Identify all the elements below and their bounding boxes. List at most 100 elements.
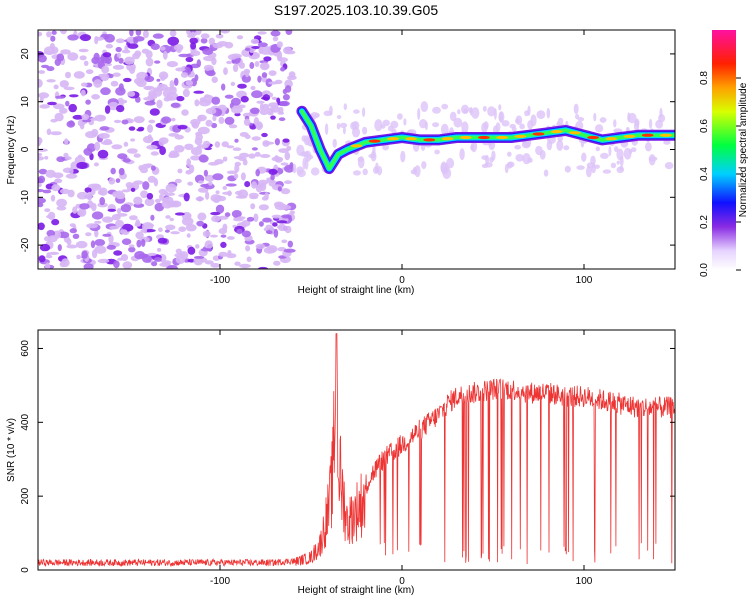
noise-blob (250, 107, 260, 115)
noise-blob (176, 95, 185, 102)
noise-blob (200, 33, 210, 39)
spectrogram-xtick-label: 0 (399, 275, 405, 286)
noise-blob (175, 255, 186, 264)
noise-blob (122, 158, 131, 163)
noise-blob (123, 141, 129, 147)
noise-blob (38, 182, 42, 188)
ridge-halo (616, 160, 620, 165)
colorbar-label: Normalized spectral amplitude (738, 82, 749, 217)
noise-blob (123, 77, 132, 83)
noise-blob (250, 38, 260, 44)
noise-blob (150, 214, 155, 221)
noise-blob (233, 173, 239, 179)
noise-blob (190, 118, 201, 126)
ridge-halo (608, 146, 612, 157)
noise-blob (217, 215, 229, 220)
noise-blob (102, 52, 112, 58)
noise-blob (112, 72, 121, 77)
noise-blob (85, 131, 98, 139)
noise-blob (158, 188, 167, 195)
noise-blob (183, 192, 190, 202)
noise-blob (143, 225, 148, 234)
noise-blob (261, 72, 268, 78)
noise-blob (116, 213, 128, 217)
noise-blob (276, 41, 283, 48)
noise-blob (38, 137, 42, 146)
noise-blob (130, 138, 136, 142)
noise-blob (280, 66, 286, 72)
noise-blob (76, 161, 88, 170)
noise-blob (59, 107, 68, 114)
noise-blob (156, 99, 163, 109)
noise-blob (126, 148, 138, 154)
snr-y-label: SNR (10 * v/v) (6, 418, 17, 482)
noise-blob (94, 220, 102, 224)
noise-blob (57, 244, 62, 252)
ridge-halo (353, 109, 360, 114)
noise-blob (240, 172, 246, 181)
noise-blob (242, 159, 248, 166)
ridge-halo (336, 122, 341, 130)
ridge-halo (645, 142, 652, 152)
ridge-halo (613, 128, 623, 133)
ridge-halo (595, 124, 604, 133)
noise-blob (102, 216, 114, 223)
ridge-halo (303, 135, 310, 146)
noise-blob (190, 50, 201, 57)
noise-blob (231, 106, 243, 114)
noise-blob (185, 224, 197, 232)
noise-blob (193, 255, 205, 259)
noise-blob (66, 120, 76, 128)
noise-blob (85, 69, 94, 75)
noise-blob (166, 61, 178, 68)
noise-blob (257, 75, 262, 83)
noise-blob (104, 63, 112, 67)
ridge-halo (336, 115, 342, 119)
noise-blob (76, 254, 81, 260)
noise-blob (220, 241, 227, 248)
noise-blob (53, 84, 59, 90)
noise-blob (227, 236, 235, 240)
noise-blob (109, 225, 120, 230)
noise-blob (50, 131, 62, 136)
noise-blob (164, 86, 177, 91)
noise-blob (187, 258, 196, 263)
noise-blob (141, 163, 151, 169)
noise-blob (185, 56, 194, 63)
noise-blob (142, 30, 149, 39)
noise-blob (105, 43, 114, 49)
noise-blob (51, 218, 60, 226)
noise-blob (227, 250, 232, 256)
noise-blob (224, 116, 235, 125)
noise-blob (190, 155, 201, 161)
noise-blob (258, 46, 264, 55)
ridge-halo (504, 163, 509, 174)
noise-blob (56, 205, 67, 211)
noise-blob (187, 246, 196, 255)
noise-blob (244, 134, 251, 140)
noise-blob (115, 87, 126, 96)
ridge-hotspot (459, 135, 472, 140)
noise-blob (156, 78, 161, 82)
noise-blob (205, 119, 213, 127)
noise-blob (266, 245, 278, 253)
ridge-hotspot (550, 130, 563, 134)
noise-blob (46, 128, 52, 136)
noise-blob (38, 54, 47, 63)
noise-blob (214, 159, 224, 165)
noise-blob (171, 151, 180, 158)
noise-blob (244, 69, 250, 78)
noise-blob (210, 211, 221, 216)
snr-xtick-label: 0 (399, 576, 405, 587)
noise-blob (65, 173, 78, 179)
ridge-halo (564, 165, 571, 173)
noise-blob (211, 122, 218, 129)
ridge-hotspot (368, 139, 381, 143)
noise-blob (198, 180, 204, 184)
noise-blob (159, 193, 165, 201)
noise-blob (141, 238, 146, 247)
noise-blob (208, 37, 215, 45)
noise-blob (204, 94, 211, 99)
noise-blob (38, 168, 48, 175)
ridge-halo (536, 110, 546, 119)
